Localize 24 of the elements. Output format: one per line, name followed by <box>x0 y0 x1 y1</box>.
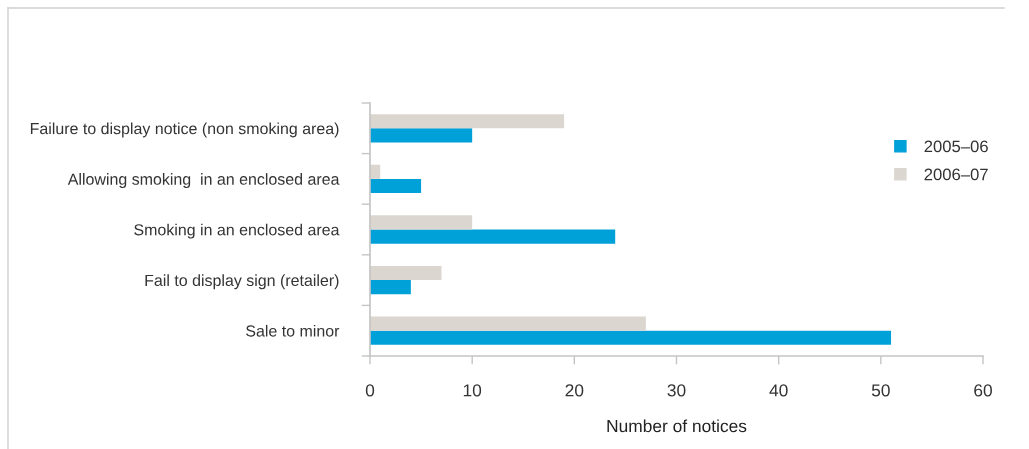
bar <box>370 114 565 129</box>
y-tick-label: Failure to display notice (non smoking area) <box>30 122 339 138</box>
x-tick-label: 0 <box>365 384 375 397</box>
x-tick-label: 50 <box>871 384 890 397</box>
bar <box>370 128 473 143</box>
x-tick-label: 40 <box>769 384 788 397</box>
x-tick-label: 60 <box>974 384 992 397</box>
y-tick-label: Allowing smoking in an enclosed area <box>67 173 340 188</box>
legend-label: 2006–07 <box>924 168 988 181</box>
bar <box>370 265 442 281</box>
x-axis-title: Number of notices <box>607 419 747 433</box>
bar <box>370 229 616 244</box>
bar <box>370 215 473 230</box>
y-tick-label: Smoking in an enclosed area <box>134 223 340 239</box>
bar <box>370 280 411 295</box>
y-tick-label: Sale to minor <box>246 324 340 337</box>
y-tick-label: Fail to display sign (retailer) <box>145 274 339 290</box>
bar <box>370 316 646 331</box>
legend-label: 2005–06 <box>924 140 988 153</box>
x-tick-label: 20 <box>565 384 584 397</box>
bar <box>370 330 892 345</box>
bar <box>370 178 422 194</box>
x-tick-label: 10 <box>463 384 482 397</box>
x-tick-label: 30 <box>667 384 686 397</box>
